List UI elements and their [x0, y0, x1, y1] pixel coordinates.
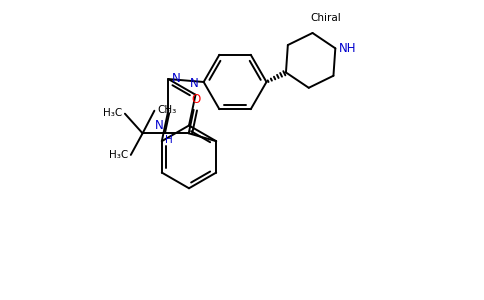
Text: Chiral: Chiral: [310, 13, 341, 23]
Text: H₃C: H₃C: [103, 108, 122, 118]
Text: N: N: [190, 77, 199, 90]
Text: O: O: [191, 93, 200, 106]
Text: H₃C: H₃C: [108, 150, 128, 160]
Text: N: N: [154, 119, 163, 132]
Text: N: N: [172, 72, 181, 85]
Text: CH₃: CH₃: [157, 105, 177, 115]
Text: NH: NH: [339, 42, 357, 55]
Text: H: H: [165, 135, 173, 145]
